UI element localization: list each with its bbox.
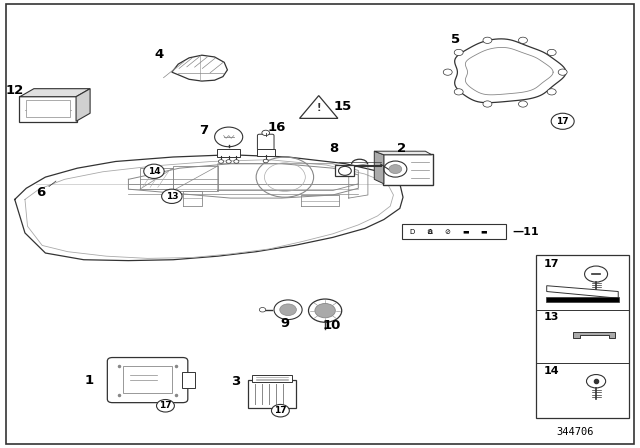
Circle shape (271, 405, 289, 417)
Polygon shape (76, 89, 90, 121)
Circle shape (218, 159, 223, 163)
Circle shape (518, 37, 527, 43)
Text: 344706: 344706 (557, 426, 594, 437)
Circle shape (226, 159, 231, 163)
FancyBboxPatch shape (26, 100, 70, 117)
Text: Δ: Δ (428, 228, 432, 235)
Circle shape (157, 400, 174, 412)
Circle shape (483, 101, 492, 107)
Text: 12: 12 (6, 83, 24, 96)
Text: 6: 6 (36, 186, 45, 199)
Circle shape (586, 375, 605, 388)
Circle shape (558, 69, 567, 75)
Polygon shape (547, 286, 618, 298)
Text: —11: —11 (513, 227, 540, 237)
Text: 14: 14 (543, 366, 559, 376)
Text: !: ! (316, 103, 321, 113)
Circle shape (262, 130, 269, 136)
Polygon shape (573, 332, 615, 337)
FancyBboxPatch shape (383, 154, 433, 185)
FancyBboxPatch shape (108, 358, 188, 403)
FancyBboxPatch shape (248, 380, 296, 409)
Text: 5: 5 (451, 34, 460, 47)
Polygon shape (20, 89, 90, 97)
Circle shape (584, 266, 607, 282)
Text: 13: 13 (543, 311, 559, 322)
Text: 17: 17 (556, 117, 569, 126)
Text: 8: 8 (330, 142, 339, 155)
Text: 17: 17 (274, 406, 287, 415)
Circle shape (263, 159, 268, 163)
Text: 17: 17 (543, 259, 559, 269)
Circle shape (518, 101, 527, 107)
FancyBboxPatch shape (217, 149, 240, 156)
Circle shape (162, 189, 182, 203)
Text: 14: 14 (148, 167, 160, 176)
Text: 13: 13 (166, 192, 178, 201)
FancyBboxPatch shape (252, 375, 292, 382)
Text: D: D (410, 228, 415, 235)
Text: ▬: ▬ (480, 228, 487, 235)
Text: ▬: ▬ (462, 228, 469, 235)
Text: 2: 2 (397, 142, 406, 155)
Circle shape (234, 159, 239, 163)
FancyBboxPatch shape (182, 372, 195, 388)
FancyBboxPatch shape (257, 149, 275, 155)
Text: 1: 1 (84, 374, 93, 387)
Polygon shape (374, 151, 384, 184)
Polygon shape (300, 95, 338, 118)
Text: 16: 16 (268, 121, 286, 134)
FancyBboxPatch shape (123, 366, 173, 393)
Circle shape (547, 49, 556, 56)
Circle shape (315, 303, 335, 318)
Text: ⊘: ⊘ (445, 228, 451, 235)
Text: 9: 9 (280, 317, 289, 330)
Circle shape (259, 307, 266, 312)
Circle shape (444, 69, 452, 75)
Polygon shape (172, 55, 227, 81)
Circle shape (274, 300, 302, 319)
FancyBboxPatch shape (19, 96, 77, 122)
FancyBboxPatch shape (536, 255, 629, 418)
Circle shape (454, 49, 463, 56)
Text: 4: 4 (154, 48, 164, 61)
Circle shape (144, 164, 164, 178)
FancyBboxPatch shape (257, 134, 274, 151)
Circle shape (483, 37, 492, 43)
Text: 15: 15 (333, 100, 351, 113)
Circle shape (454, 89, 463, 95)
Text: 17: 17 (159, 401, 172, 410)
Text: 3: 3 (231, 375, 241, 388)
Circle shape (547, 89, 556, 95)
FancyBboxPatch shape (546, 297, 619, 302)
Text: ⚙: ⚙ (427, 228, 433, 235)
FancyBboxPatch shape (402, 224, 506, 239)
FancyBboxPatch shape (335, 165, 355, 176)
Circle shape (280, 304, 296, 315)
Circle shape (551, 113, 574, 129)
Text: 10: 10 (323, 319, 340, 332)
Circle shape (389, 164, 402, 173)
Circle shape (308, 299, 342, 322)
Polygon shape (374, 151, 432, 155)
Text: 7: 7 (199, 124, 209, 137)
